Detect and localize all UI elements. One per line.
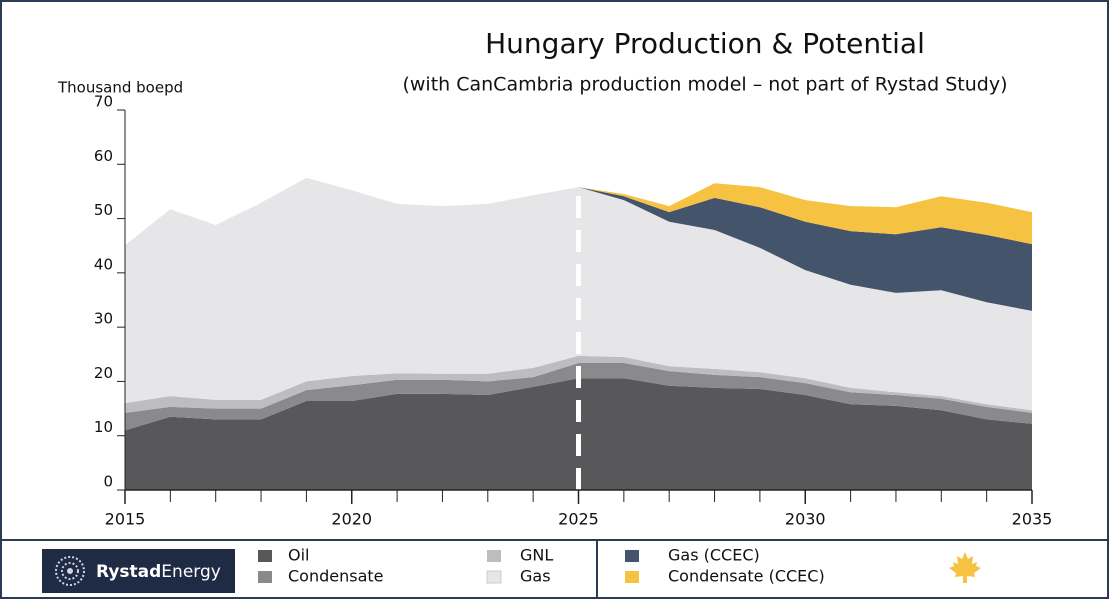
x-tick-label: 2030 [785,510,826,529]
logo-box [42,549,235,593]
area [125,355,1032,413]
legend-label: Oil [288,546,309,565]
y-axis-label: Thousand boepd [57,79,183,97]
logo-text: RystadEnergy [96,562,221,582]
legend-swatch [625,550,639,562]
legend-label: Gas [520,567,551,586]
legend-swatch [258,550,272,562]
chart-title: Hungary Production & Potential [485,27,925,60]
legend-label: Condensate (CCEC) [668,567,825,586]
x-tick-label: 2015 [105,510,146,529]
logo-light: Energy [161,562,221,582]
plot-area [125,177,1032,490]
legend-swatch [487,550,501,562]
area [578,183,1032,245]
y-tick-label: 40 [94,255,113,273]
area [578,187,1032,311]
x-tick-label: 2020 [331,510,372,529]
y-tick-label: 0 [103,473,113,491]
logo-globe [55,556,85,586]
legend-swatch [625,571,639,583]
x-tick-label: 2035 [1012,510,1053,529]
logo-bold: Rystad [96,562,161,582]
y-tick-label: 20 [94,364,113,382]
legend-label: Gas (CCEC) [668,546,760,565]
y-tick-label: 50 [94,201,113,219]
maple-leaf [949,552,981,583]
y-tick-label: 30 [94,310,113,328]
y-tick-label: 60 [94,147,113,165]
y-tick-label: 70 [94,93,113,111]
legend-swatch [258,571,272,583]
y-tick-label: 10 [94,418,113,436]
area [125,177,1032,411]
chart-subtitle: (with CanCambria production model – not … [402,74,1007,96]
legend-label: Condensate [288,567,384,586]
x-tick-label: 2025 [558,510,599,529]
legend-label: GNL [520,546,553,565]
legend-swatch [486,570,502,584]
